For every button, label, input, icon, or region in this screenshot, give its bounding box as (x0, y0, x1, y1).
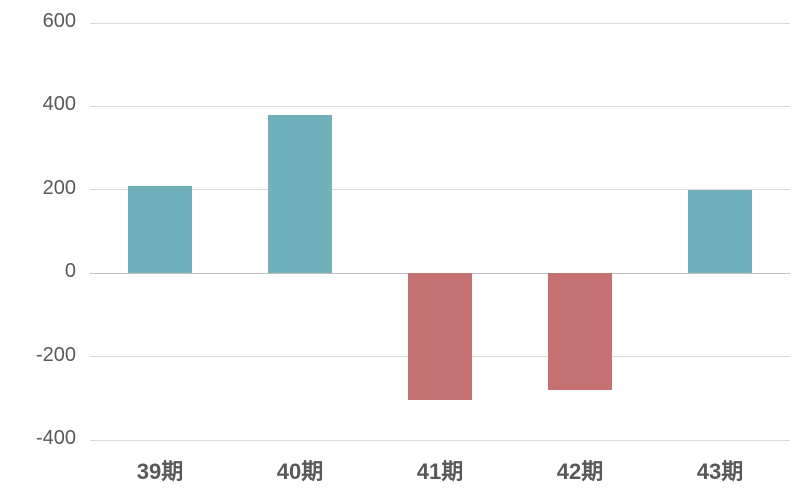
x-tick-label: 43期 (650, 454, 790, 486)
gridline (90, 440, 790, 441)
y-tick-label: -400 (0, 427, 76, 450)
x-tick-label: 41期 (370, 454, 510, 486)
y-tick-label: 400 (0, 93, 76, 116)
bar (548, 273, 612, 390)
gridline (90, 106, 790, 107)
x-tick-label: 40期 (230, 454, 370, 486)
y-tick-label: -200 (0, 344, 76, 367)
y-tick-label: 600 (0, 10, 76, 33)
bar-chart: -400 -200 0 200 400 600 39期40期41期42期43期 (0, 0, 800, 500)
bar (268, 115, 332, 273)
bar (128, 186, 192, 274)
gridline (90, 23, 790, 24)
gridline (90, 189, 790, 190)
bar (408, 273, 472, 400)
y-tick-label: 200 (0, 177, 76, 200)
x-tick-label: 42期 (510, 454, 650, 486)
bar (688, 190, 752, 273)
y-tick-label: 0 (0, 260, 76, 283)
x-tick-label: 39期 (90, 454, 230, 486)
